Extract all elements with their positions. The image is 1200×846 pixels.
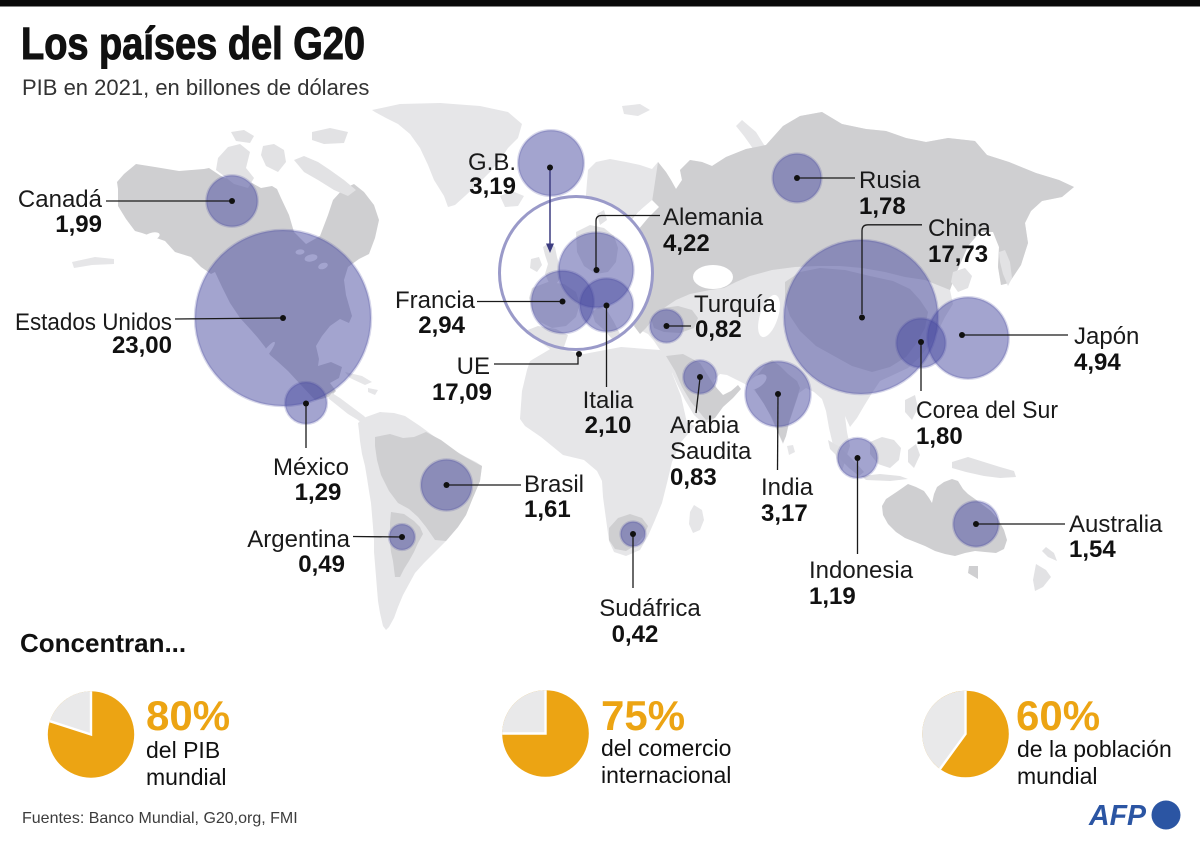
svg-text:PIB en 2021, en billones de dó: PIB en 2021, en billones de dólares — [22, 75, 369, 100]
svg-text:mundial: mundial — [146, 764, 227, 790]
svg-text:Turquía: Turquía — [694, 291, 776, 318]
svg-text:Brasil: Brasil — [524, 471, 584, 498]
svg-text:China: China — [928, 215, 991, 242]
svg-text:Los países del G20: Los países del G20 — [21, 18, 365, 69]
svg-text:Saudita: Saudita — [670, 438, 752, 465]
svg-text:Rusia: Rusia — [859, 167, 921, 194]
svg-text:internacional: internacional — [601, 762, 731, 788]
svg-text:Italia: Italia — [583, 387, 634, 414]
svg-text:Fuentes: Banco Mundial, G20,or: Fuentes: Banco Mundial, G20,org, FMI — [22, 810, 298, 827]
svg-text:3,17: 3,17 — [761, 500, 808, 527]
svg-text:UE: UE — [457, 353, 490, 380]
svg-text:0,49: 0,49 — [298, 551, 345, 578]
svg-text:Concentran...: Concentran... — [20, 628, 186, 658]
svg-text:1,29: 1,29 — [295, 479, 342, 506]
svg-text:75%: 75% — [601, 692, 685, 739]
svg-text:80%: 80% — [146, 692, 230, 739]
svg-text:17,09: 17,09 — [432, 379, 492, 406]
svg-text:India: India — [761, 474, 814, 501]
svg-text:1,99: 1,99 — [55, 211, 102, 238]
svg-text:2,10: 2,10 — [585, 412, 632, 439]
svg-text:del comercio: del comercio — [601, 735, 731, 761]
svg-text:Corea del Sur: Corea del Sur — [916, 397, 1058, 424]
svg-text:1,78: 1,78 — [859, 193, 906, 220]
svg-text:Indonesia: Indonesia — [809, 557, 914, 584]
svg-text:0,83: 0,83 — [670, 464, 717, 491]
svg-text:4,94: 4,94 — [1074, 349, 1121, 376]
svg-text:Argentina: Argentina — [247, 526, 350, 553]
svg-text:1,19: 1,19 — [809, 583, 856, 610]
svg-text:Australia: Australia — [1069, 511, 1163, 538]
svg-text:4,22: 4,22 — [663, 230, 710, 257]
svg-text:Francia: Francia — [395, 287, 476, 314]
svg-text:G.B.: G.B. — [468, 149, 516, 176]
svg-text:mundial: mundial — [1017, 763, 1098, 789]
svg-text:60%: 60% — [1016, 692, 1100, 739]
svg-text:1,54: 1,54 — [1069, 536, 1116, 563]
svg-text:de la población: de la población — [1017, 736, 1172, 762]
svg-text:Japón: Japón — [1074, 323, 1139, 350]
svg-text:Arabia: Arabia — [670, 412, 740, 439]
svg-text:0,82: 0,82 — [695, 316, 742, 343]
svg-text:23,00: 23,00 — [112, 332, 172, 359]
svg-text:Estados Unidos: Estados Unidos — [15, 309, 172, 336]
svg-text:AFP: AFP — [1088, 800, 1147, 832]
svg-text:17,73: 17,73 — [928, 241, 988, 268]
svg-text:Alemania: Alemania — [663, 204, 764, 231]
svg-text:2,94: 2,94 — [418, 312, 465, 339]
svg-text:1,61: 1,61 — [524, 496, 571, 523]
svg-text:3,19: 3,19 — [469, 173, 516, 200]
svg-text:del PIB: del PIB — [146, 737, 220, 763]
svg-text:Canadá: Canadá — [18, 186, 103, 213]
svg-text:0,42: 0,42 — [612, 621, 659, 648]
svg-text:México: México — [273, 454, 349, 481]
svg-text:Sudáfrica: Sudáfrica — [599, 595, 701, 622]
svg-text:1,80: 1,80 — [916, 423, 963, 450]
